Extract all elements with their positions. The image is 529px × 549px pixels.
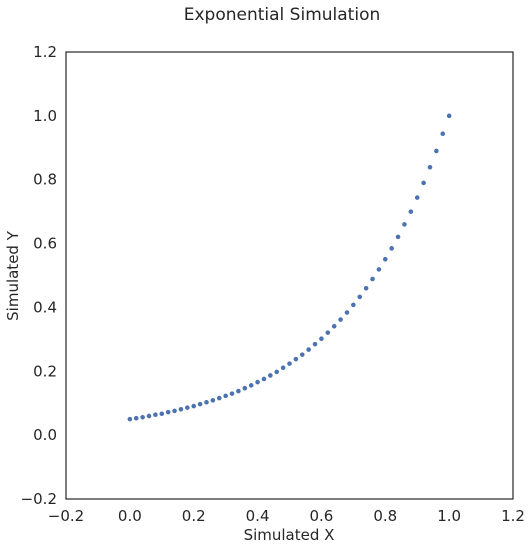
- data-point: [382, 256, 389, 263]
- data-point: [414, 194, 421, 201]
- x-tick-label: 0.4: [246, 507, 270, 525]
- x-tick-label: −0.2: [48, 507, 84, 525]
- data-point: [324, 329, 331, 336]
- data-point: [395, 233, 401, 240]
- x-tick-label: 0.8: [373, 507, 397, 525]
- data-point: [248, 382, 255, 389]
- data-point: [235, 388, 242, 394]
- data-point: [388, 245, 395, 252]
- y-tick-label: 0.6: [33, 235, 57, 253]
- data-point: [427, 164, 433, 171]
- data-point: [305, 346, 312, 353]
- x-tick-label: 1.2: [501, 507, 525, 525]
- data-point: [178, 406, 184, 413]
- data-point: [254, 379, 261, 386]
- data-point: [165, 409, 172, 416]
- data-point: [273, 369, 280, 375]
- data-point: [152, 411, 159, 418]
- data-point: [401, 221, 408, 228]
- y-tick-label: 1.0: [33, 107, 57, 125]
- data-point: [350, 301, 357, 308]
- data-point: [158, 410, 165, 417]
- data-point: [197, 401, 203, 408]
- y-tick-label: 1.2: [33, 43, 57, 61]
- x-tick-label: 0.0: [118, 507, 142, 525]
- data-point: [337, 316, 344, 323]
- data-point: [299, 351, 306, 358]
- data-point: [261, 376, 267, 382]
- data-point: [433, 148, 440, 154]
- data-point: [369, 276, 376, 282]
- y-axis-ticks: −0.2 0.0 0.2 0.4 0.6 0.8 1.0 1.2: [21, 43, 57, 508]
- data-point: [286, 360, 293, 367]
- plot-area: [65, 51, 514, 500]
- data-point: [126, 416, 133, 423]
- data-point: [171, 407, 178, 414]
- data-point: [184, 404, 191, 411]
- x-tick-label: 0.6: [309, 507, 333, 525]
- data-point: [344, 309, 350, 316]
- data-point: [280, 364, 287, 371]
- data-point: [190, 403, 197, 409]
- data-point: [375, 266, 382, 273]
- data-point: [146, 413, 152, 419]
- y-axis-label: Simulated Y: [4, 230, 22, 321]
- data-point: [363, 285, 370, 292]
- x-tick-label: 0.2: [182, 507, 206, 525]
- data-point: [292, 356, 299, 363]
- data-point: [312, 341, 318, 348]
- x-tick-label: 1.0: [437, 507, 461, 525]
- data-point: [331, 323, 338, 330]
- y-tick-label: 0.8: [33, 171, 57, 189]
- x-axis-ticks: −0.2 0.0 0.2 0.4 0.6 0.8 1.0 1.2: [48, 507, 525, 525]
- data-point: [318, 335, 325, 342]
- data-point: [439, 130, 446, 137]
- data-point: [203, 399, 210, 406]
- data-point: [241, 385, 248, 392]
- data-point: [139, 414, 146, 421]
- data-point: [407, 208, 414, 215]
- y-tick-label: −0.2: [21, 490, 57, 508]
- chart-title: Exponential Simulation: [184, 5, 381, 25]
- data-point: [267, 372, 274, 379]
- data-point: [222, 392, 229, 399]
- x-axis-label: Simulated X: [244, 526, 335, 544]
- data-point: [446, 112, 453, 119]
- data-point: [133, 415, 140, 422]
- y-tick-label: 0.0: [33, 426, 57, 444]
- data-point: [356, 293, 363, 300]
- scatter-points: [126, 112, 453, 423]
- y-tick-label: 0.4: [33, 298, 57, 316]
- data-point: [216, 395, 223, 402]
- y-tick-label: 0.2: [33, 362, 57, 380]
- data-point: [420, 180, 427, 186]
- data-point: [229, 390, 235, 397]
- data-point: [209, 397, 216, 404]
